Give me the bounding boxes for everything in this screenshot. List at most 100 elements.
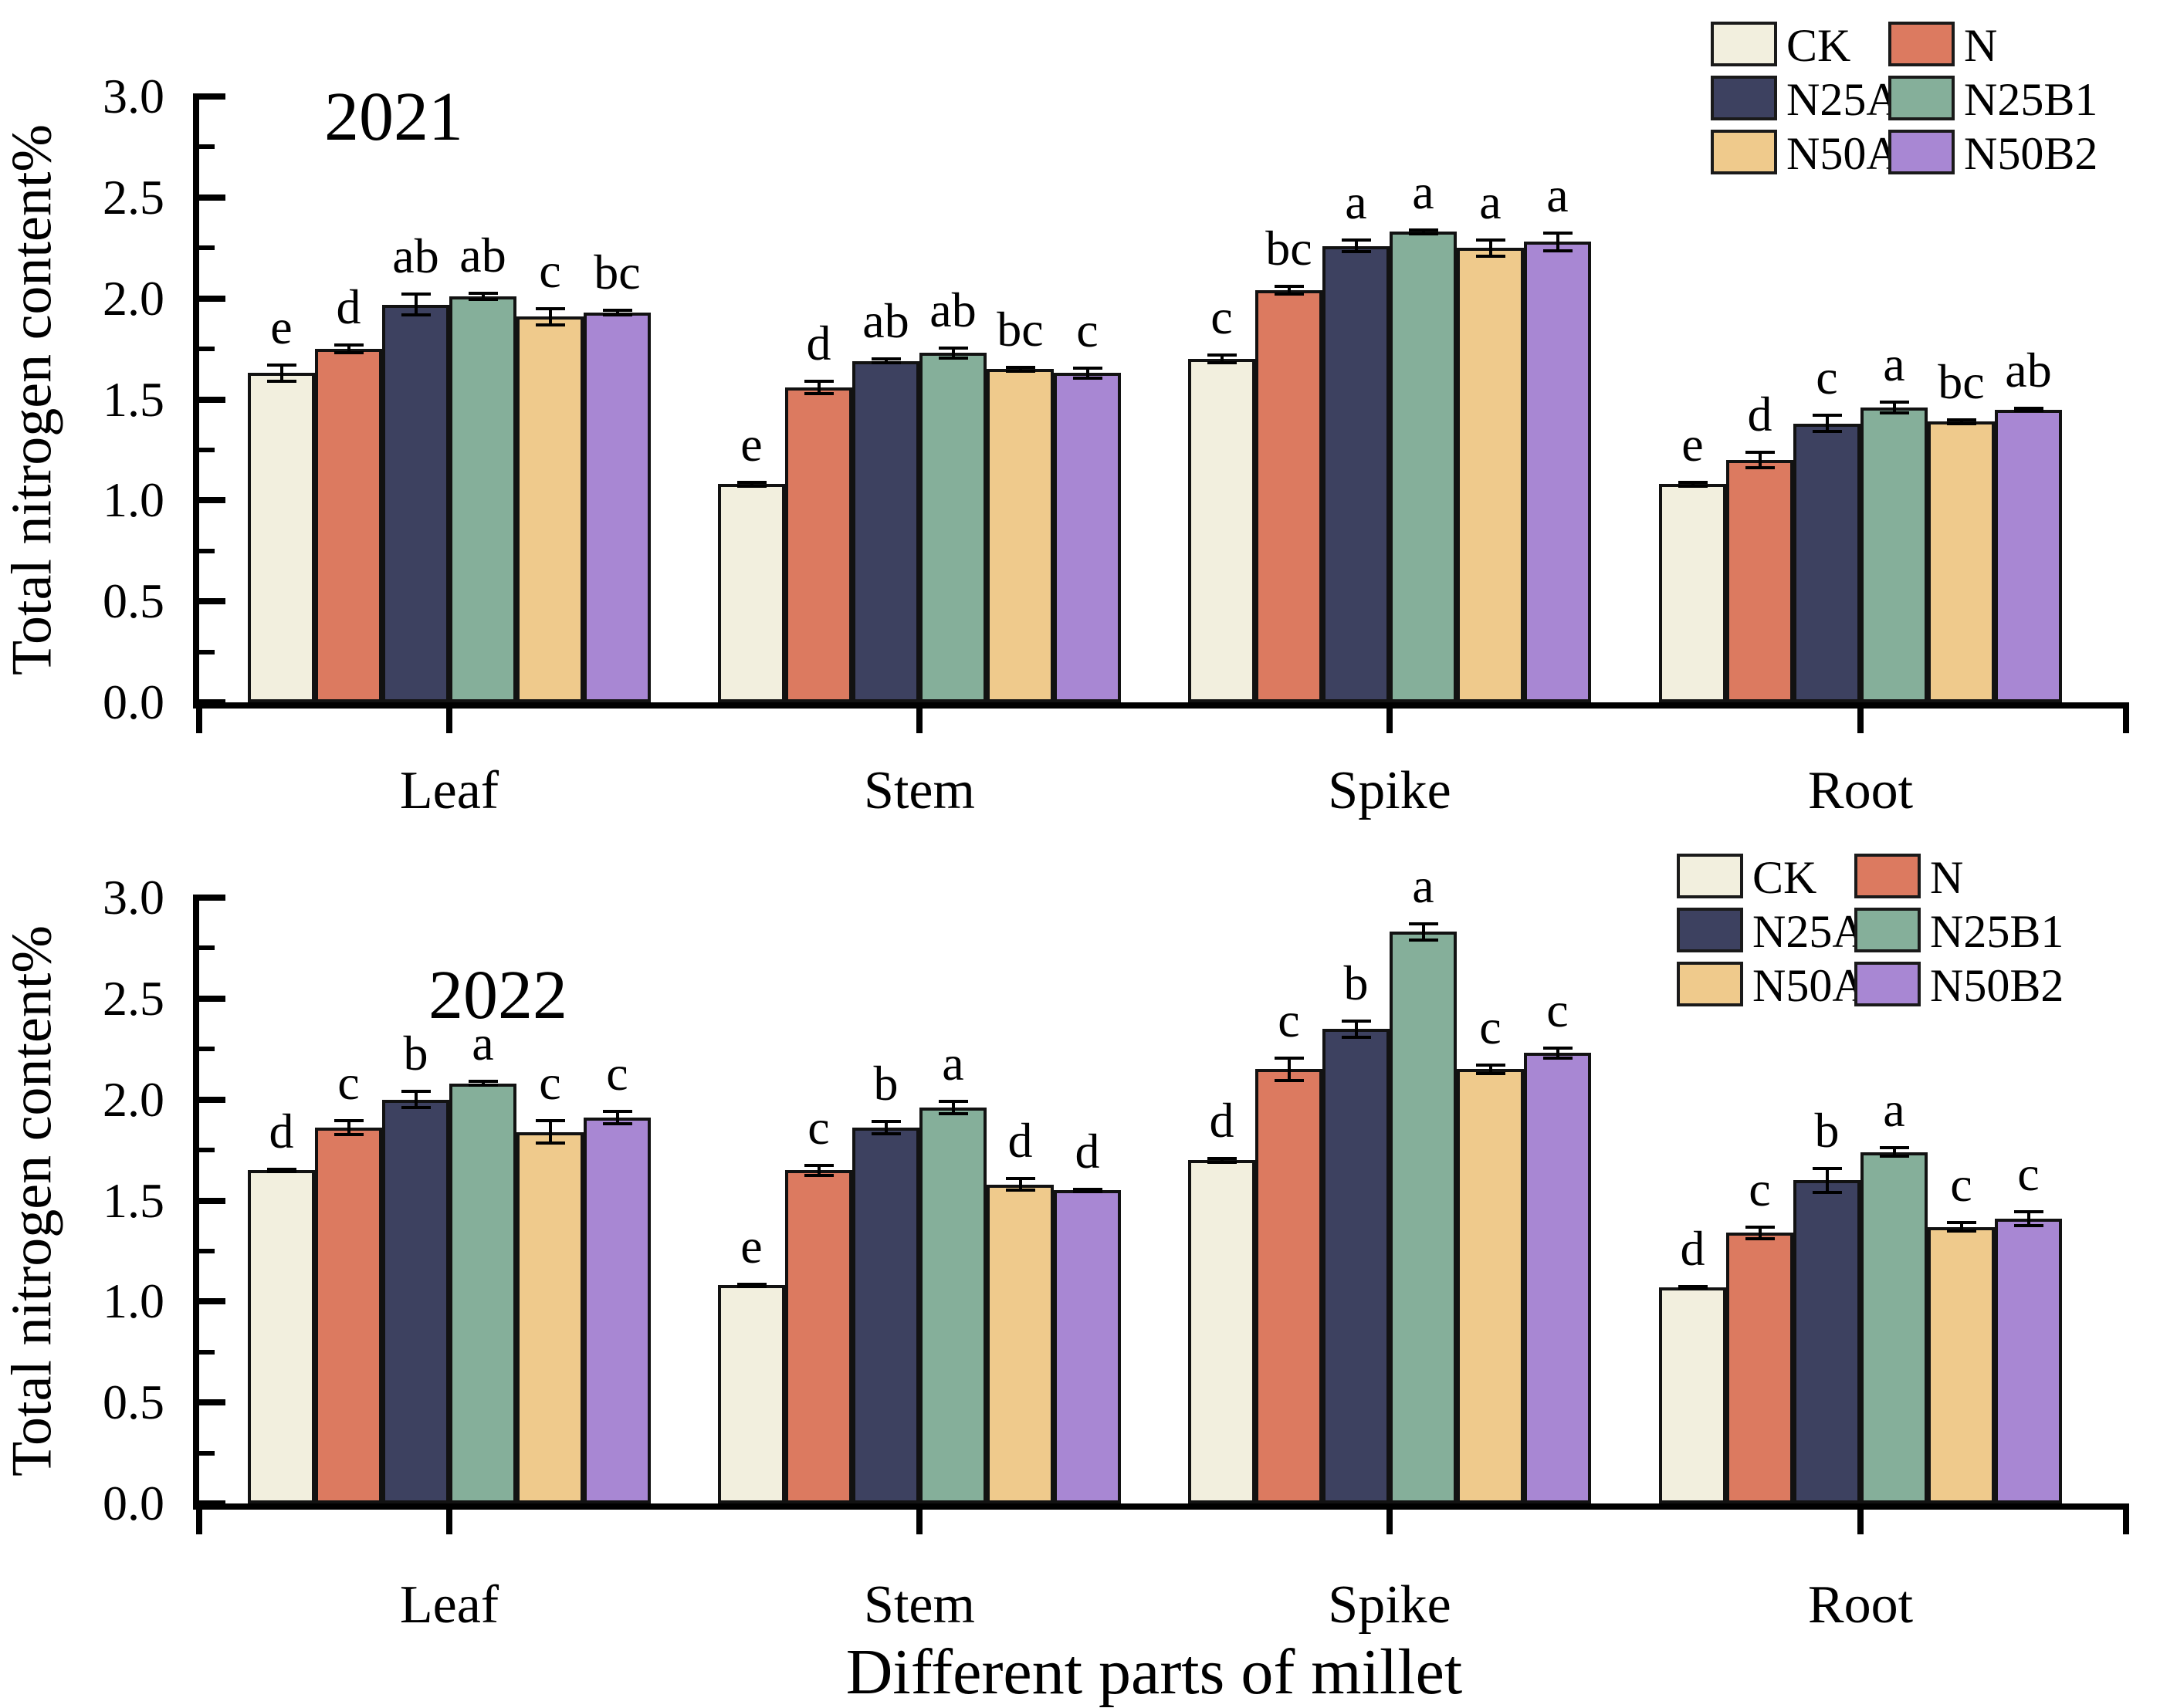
bar-2022-leaf-N50B2 bbox=[584, 1118, 651, 1503]
error-bar-2021-stem-N25B1 bbox=[951, 347, 955, 358]
y-major-tick-2021 bbox=[199, 396, 225, 403]
error-bar-2022-leaf-N bbox=[347, 1121, 350, 1135]
error-cap-bottom-2022-spike-N25A1 bbox=[1341, 1035, 1371, 1039]
sig-letter-2021-root-N25B1: a bbox=[1883, 337, 1905, 392]
error-cap-top-2022-leaf-N50B2 bbox=[602, 1110, 632, 1114]
y-minor-tick-2022 bbox=[199, 1148, 215, 1153]
error-cap-top-2021-spike-N50A2 bbox=[1475, 238, 1505, 242]
error-cap-bottom-2021-leaf-N50B2 bbox=[602, 313, 632, 316]
sig-letter-2021-spike-N50B2: a bbox=[1546, 167, 1569, 222]
sig-letter-2022-stem-N25B1: a bbox=[942, 1036, 964, 1091]
sig-letter-2022-root-N50A2: c bbox=[1950, 1157, 1972, 1213]
y-minor-tick-2021 bbox=[199, 347, 215, 352]
legend-label-2022-CK: CK bbox=[1752, 852, 1817, 903]
sig-letter-2022-stem-CK: e bbox=[740, 1219, 763, 1274]
error-cap-top-2022-spike-N bbox=[1274, 1057, 1304, 1060]
error-bar-2021-spike-N50A2 bbox=[1488, 239, 1492, 256]
error-cap-bottom-2022-leaf-N25B1 bbox=[468, 1084, 498, 1087]
sig-letter-2021-leaf-N25B1: ab bbox=[459, 228, 506, 283]
y-minor-tick-2022 bbox=[199, 1349, 215, 1355]
legend-swatch-2022-N bbox=[1854, 854, 1921, 898]
y-tick-label-2021: 1.5 bbox=[103, 371, 164, 427]
error-bar-2022-stem-N25A1 bbox=[884, 1121, 888, 1135]
sig-letter-2022-root-N25B1: a bbox=[1883, 1082, 1905, 1138]
error-bar-2022-spike-N50B2 bbox=[1556, 1047, 1559, 1059]
error-bar-2021-stem-N25A1 bbox=[884, 359, 888, 364]
y-minor-tick-2021 bbox=[199, 144, 215, 150]
error-bar-2021-spike-N25A1 bbox=[1354, 239, 1358, 252]
error-cap-bottom-2021-root-N50B2 bbox=[2013, 408, 2043, 412]
bar-2021-leaf-N25A1 bbox=[382, 304, 449, 702]
error-cap-bottom-2022-root-N25A1 bbox=[1812, 1191, 1842, 1195]
error-cap-bottom-2021-spike-N50B2 bbox=[1542, 249, 1573, 253]
sig-letter-2022-spike-N25B1: a bbox=[1412, 858, 1434, 914]
error-cap-bottom-2022-root-N bbox=[1745, 1237, 1775, 1241]
error-cap-top-2021-spike-N bbox=[1274, 284, 1304, 288]
legend-label-2022-N50B2: N50B2 bbox=[1930, 960, 2064, 1011]
sig-letter-2022-spike-N25A1: b bbox=[1343, 955, 1369, 1010]
y-tick-label-2022: 2.5 bbox=[103, 970, 164, 1026]
bar-2021-spike-N50A2 bbox=[1457, 248, 1524, 702]
error-cap-top-2022-leaf-N bbox=[333, 1119, 364, 1123]
error-cap-bottom-2021-stem-N50B2 bbox=[1072, 377, 1102, 380]
error-cap-bottom-2021-stem-CK bbox=[736, 485, 767, 489]
sig-letter-2021-stem-CK: e bbox=[740, 416, 763, 472]
error-cap-bottom-2022-spike-N25B1 bbox=[1408, 938, 1438, 942]
bar-2022-stem-CK bbox=[718, 1285, 785, 1503]
y-major-tick-2022 bbox=[199, 1096, 225, 1103]
error-cap-bottom-2021-leaf-N50A2 bbox=[535, 323, 565, 326]
bar-2021-spike-N bbox=[1255, 290, 1322, 702]
x-tick-label-2021-spike: Spike bbox=[1328, 761, 1451, 820]
legend-label-2021-N25B1: N25B1 bbox=[1964, 74, 2098, 125]
error-cap-top-2022-leaf-N50A2 bbox=[535, 1119, 565, 1123]
error-cap-top-2022-spike-CK bbox=[1207, 1156, 1237, 1160]
error-bar-2021-spike-N25B1 bbox=[1421, 229, 1425, 234]
error-cap-top-2022-spike-N50A2 bbox=[1475, 1064, 1505, 1067]
y-axis-spine-2022 bbox=[193, 895, 199, 1510]
panel-title-2022: 2022 bbox=[428, 957, 567, 1033]
bar-2021-root-N50B2 bbox=[1995, 409, 2062, 702]
error-bar-2022-stem-N50A2 bbox=[1018, 1178, 1022, 1191]
error-cap-top-2022-leaf-N25B1 bbox=[468, 1080, 498, 1084]
bar-2022-stem-N25A1 bbox=[852, 1128, 919, 1503]
bar-2022-spike-N50A2 bbox=[1457, 1069, 1524, 1503]
legend-label-2021-CK: CK bbox=[1786, 20, 1851, 71]
error-cap-bottom-2021-root-N25A1 bbox=[1812, 430, 1842, 434]
bar-2021-leaf-CK bbox=[248, 373, 315, 702]
error-bar-2021-root-CK bbox=[1691, 482, 1695, 486]
bar-2021-root-CK bbox=[1659, 484, 1726, 702]
error-bar-2022-root-N25B1 bbox=[1892, 1148, 1896, 1156]
bar-2021-spike-N25B1 bbox=[1390, 232, 1457, 702]
error-bar-2021-leaf-N25A1 bbox=[414, 294, 418, 315]
error-cap-bottom-2022-root-CK bbox=[1678, 1287, 1708, 1290]
bar-2022-spike-N bbox=[1255, 1069, 1322, 1503]
x-tick-2022-leaf bbox=[446, 1510, 452, 1534]
bar-2022-stem-N25B1 bbox=[919, 1108, 987, 1503]
error-cap-top-2022-stem-N bbox=[804, 1163, 834, 1167]
sig-letter-2021-leaf-N50A2: c bbox=[539, 242, 561, 298]
y-axis-title-2021: Total nitrogen content% bbox=[0, 123, 64, 675]
bar-2021-root-N bbox=[1726, 460, 1793, 702]
error-bar-2022-spike-CK bbox=[1220, 1158, 1224, 1162]
error-bar-2022-leaf-N50B2 bbox=[615, 1111, 619, 1125]
y-major-tick-2021 bbox=[199, 598, 225, 605]
error-bar-2021-leaf-CK bbox=[279, 365, 283, 381]
error-cap-top-2021-leaf-N bbox=[333, 343, 364, 347]
error-cap-bottom-2021-spike-N bbox=[1274, 293, 1304, 296]
bar-2021-root-N25A1 bbox=[1793, 423, 1860, 702]
bar-2021-stem-N bbox=[785, 387, 852, 702]
bar-2021-stem-N25A1 bbox=[852, 360, 919, 702]
error-bar-2021-stem-N50B2 bbox=[1085, 367, 1089, 379]
bar-2022-root-CK bbox=[1659, 1287, 1726, 1503]
error-cap-top-2021-spike-N25B1 bbox=[1408, 228, 1438, 232]
error-cap-top-2022-root-N25A1 bbox=[1812, 1166, 1842, 1170]
y-tick-label-2021: 1.0 bbox=[103, 472, 164, 528]
sig-letter-2021-stem-N25B1: ab bbox=[929, 282, 977, 337]
y-major-tick-2021 bbox=[199, 194, 225, 201]
sig-letter-2022-stem-N: c bbox=[807, 1099, 830, 1155]
legend-swatch-2022-N50B2 bbox=[1854, 962, 1921, 1006]
legend-label-2022-N25B1: N25B1 bbox=[1930, 906, 2064, 957]
error-cap-top-2022-stem-N50A2 bbox=[1005, 1176, 1035, 1180]
error-cap-top-2021-root-CK bbox=[1678, 480, 1708, 484]
